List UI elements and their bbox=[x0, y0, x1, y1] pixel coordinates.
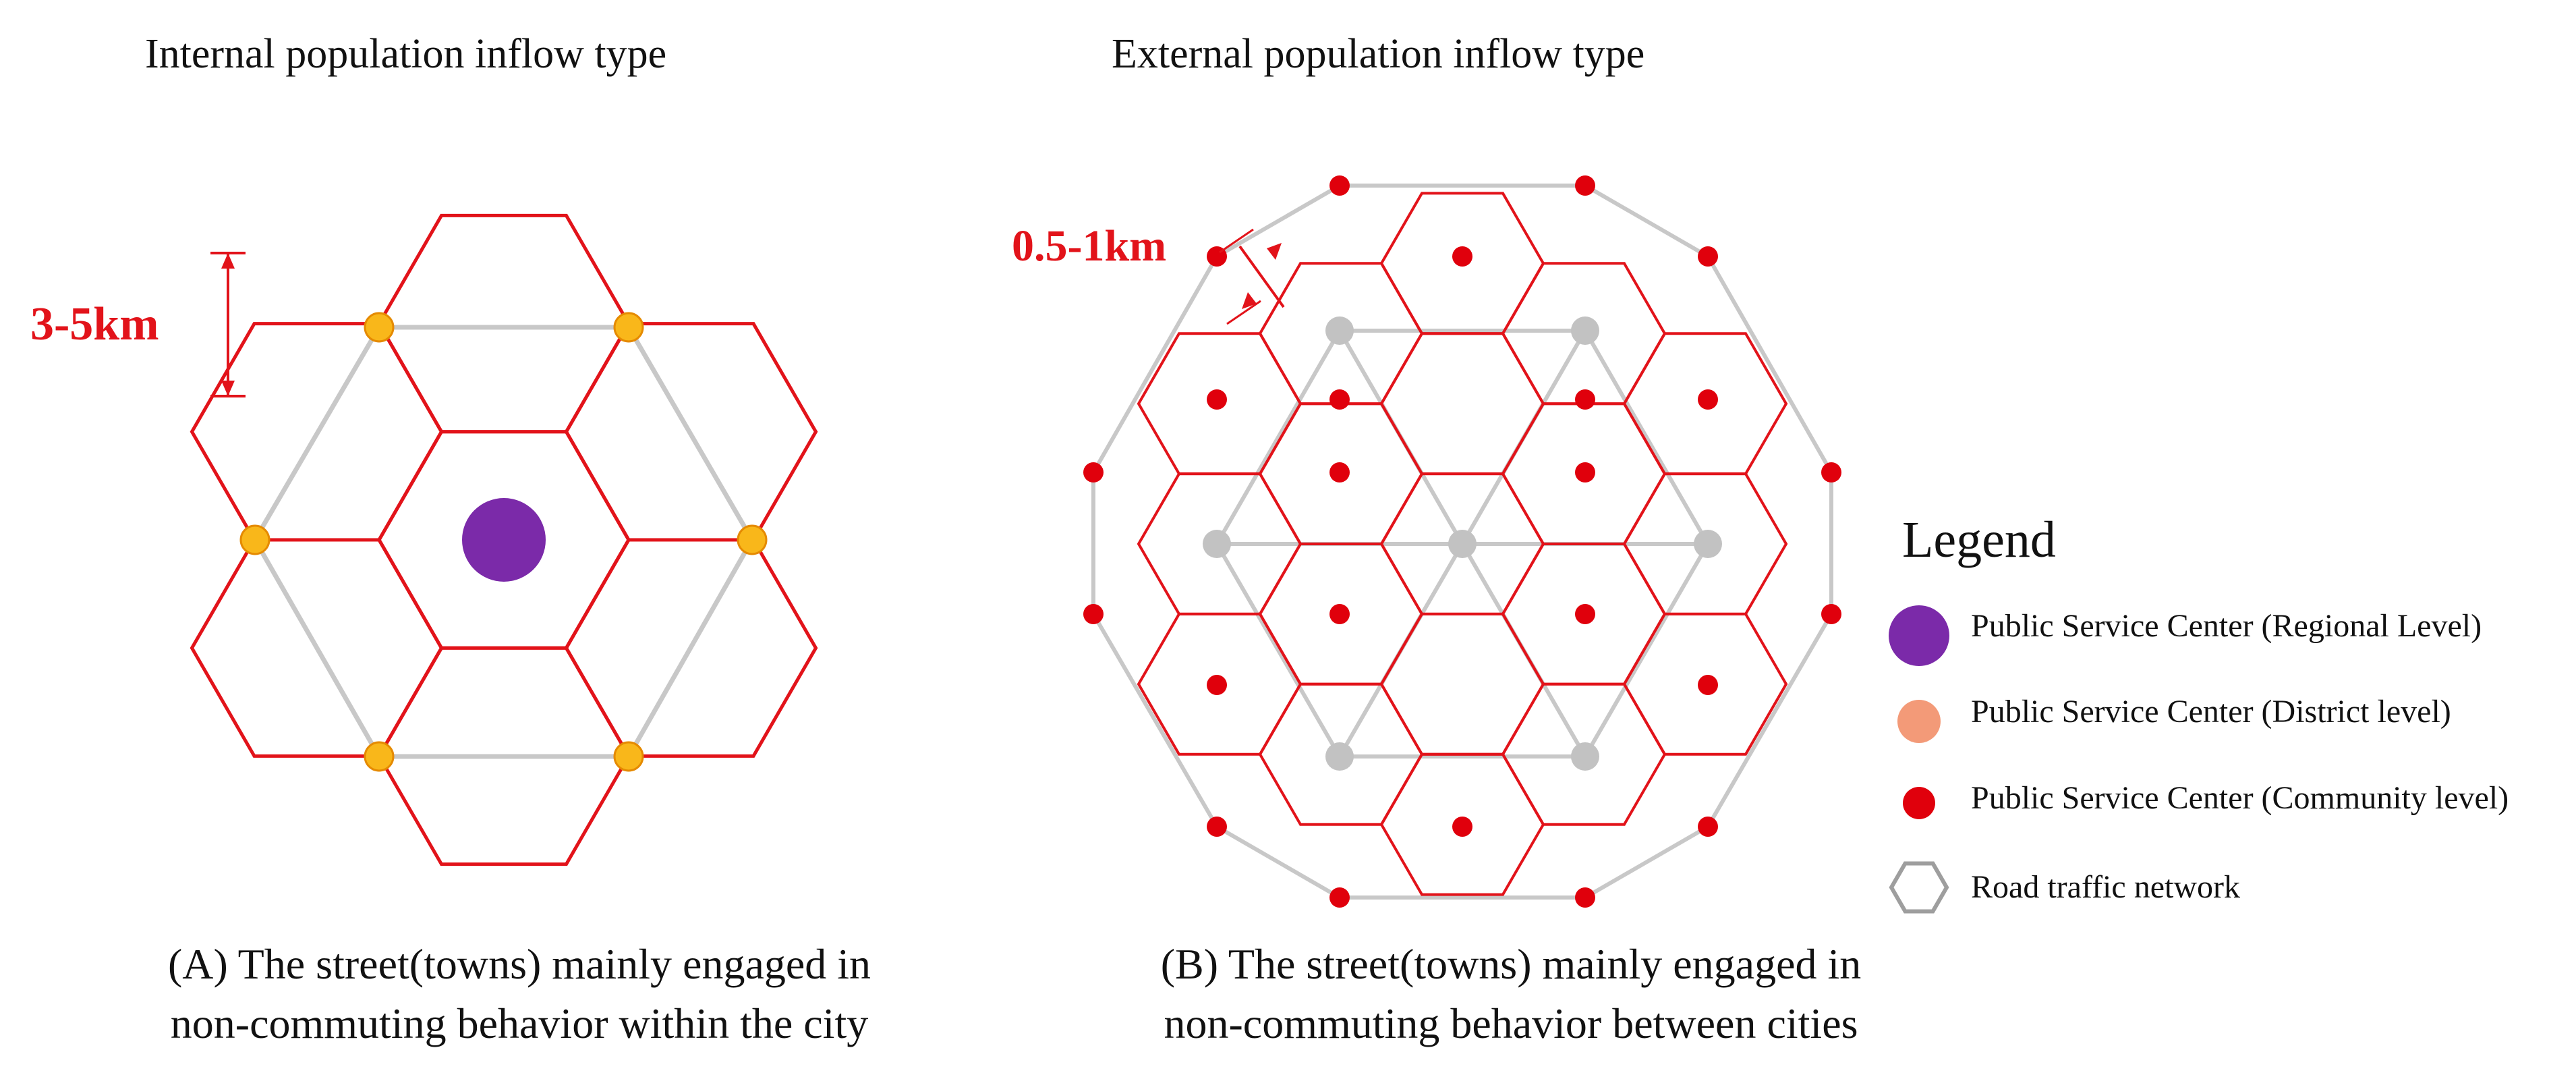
panel-b-diagram bbox=[1083, 175, 1841, 908]
road-junctions bbox=[1203, 316, 1722, 771]
arrow-head-b bbox=[1242, 292, 1257, 309]
road-segment bbox=[1091, 255, 1219, 474]
community-center bbox=[1329, 175, 1350, 196]
panel-b-caption-line1: (B) The street(towns) mainly engaged in bbox=[1161, 940, 1862, 988]
road-segment bbox=[1215, 329, 1342, 545]
scale-arrow bbox=[1238, 245, 1285, 308]
community-center bbox=[1575, 887, 1595, 908]
district-center bbox=[364, 312, 395, 343]
legend-item-regional: Public Service Center (Regional Level) bbox=[1971, 608, 2482, 644]
service-area-hexagon bbox=[1622, 612, 1788, 756]
road-segment bbox=[1706, 255, 1833, 474]
community-center bbox=[1329, 604, 1350, 624]
panel-a-title: Internal population inflow type bbox=[145, 31, 666, 77]
road-junction bbox=[1694, 530, 1722, 558]
road-segment bbox=[1583, 543, 1710, 758]
road-segment bbox=[1215, 543, 1342, 758]
legend: Legend Public Service Center (Regional L… bbox=[1889, 512, 2509, 914]
panel-a-scale-marker bbox=[210, 252, 246, 397]
district-center bbox=[613, 312, 644, 343]
community-center bbox=[1207, 675, 1227, 695]
road-segment bbox=[1584, 825, 1709, 900]
district-center bbox=[613, 741, 644, 772]
road-junction bbox=[1203, 530, 1231, 558]
panel-b-title: External population inflow type bbox=[1112, 31, 1644, 77]
community-center bbox=[1575, 462, 1595, 483]
road-junction bbox=[1571, 316, 1599, 345]
community-center bbox=[1452, 246, 1472, 267]
scale-tick-a bbox=[1219, 228, 1254, 254]
community-center bbox=[1207, 817, 1227, 837]
road-junction bbox=[1325, 316, 1354, 345]
service-area-hexagon bbox=[1379, 332, 1545, 476]
district-center bbox=[364, 741, 395, 772]
service-area-hexagon bbox=[377, 213, 631, 434]
community-center bbox=[1698, 675, 1718, 695]
road-segment bbox=[1215, 184, 1341, 258]
community-center bbox=[1698, 389, 1718, 410]
legend-item-road: Road traffic network bbox=[1971, 869, 2240, 905]
community-center bbox=[1207, 389, 1227, 410]
community-center bbox=[1083, 604, 1104, 624]
road-junction bbox=[1571, 742, 1599, 771]
road-junction bbox=[1448, 530, 1477, 558]
community-center bbox=[1575, 604, 1595, 624]
community-centers bbox=[1083, 175, 1841, 908]
panel-a-diagram bbox=[190, 213, 818, 866]
panel-b-scale-label: 0.5-1km bbox=[1012, 221, 1166, 271]
community-center bbox=[1329, 887, 1350, 908]
community-center bbox=[1575, 389, 1595, 410]
community-center bbox=[1329, 462, 1350, 483]
community-center bbox=[1083, 462, 1104, 483]
arrow-head-up bbox=[221, 253, 235, 269]
arrow-head-a bbox=[1267, 243, 1282, 260]
legend-item-community: Public Service Center (Community level) bbox=[1971, 780, 2509, 816]
community-center bbox=[1821, 462, 1841, 483]
community-center-icon bbox=[1903, 787, 1935, 819]
community-center bbox=[1452, 817, 1472, 837]
road-segment bbox=[1091, 613, 1219, 828]
panel-a-caption-line2: non-commuting behavior within the city bbox=[171, 999, 868, 1047]
road-segment bbox=[1706, 613, 1833, 828]
scale-tick-b bbox=[1226, 300, 1261, 325]
panel-b-scale-marker bbox=[1219, 228, 1285, 325]
legend-title: Legend bbox=[1902, 512, 2056, 568]
district-center bbox=[737, 524, 768, 555]
community-center bbox=[1698, 246, 1718, 267]
district-center bbox=[239, 524, 270, 555]
arrow-head-down bbox=[221, 381, 235, 396]
road-network-icon bbox=[1889, 861, 1949, 914]
community-center bbox=[1329, 389, 1350, 410]
legend-item-district: Public Service Center (District level) bbox=[1971, 694, 2451, 729]
road-segment bbox=[1584, 184, 1709, 258]
road-segment bbox=[1215, 825, 1341, 900]
service-area-hexagons bbox=[1137, 192, 1788, 896]
panel-a-scale-label: 3-5km bbox=[30, 298, 159, 350]
panel-a-caption-line1: (A) The street(towns) mainly engaged in bbox=[168, 940, 871, 988]
road-segment bbox=[1583, 329, 1710, 545]
service-centers bbox=[239, 312, 768, 772]
service-area-hexagon bbox=[1379, 612, 1545, 756]
community-center bbox=[1698, 817, 1718, 837]
road-junction bbox=[1325, 742, 1354, 771]
regional-center bbox=[462, 498, 546, 582]
district-center-icon bbox=[1897, 700, 1941, 743]
regional-center-icon bbox=[1889, 605, 1949, 666]
community-center bbox=[1821, 604, 1841, 624]
panel-b-caption-line2: non-commuting behavior between cities bbox=[1164, 999, 1858, 1047]
community-center bbox=[1575, 175, 1595, 196]
